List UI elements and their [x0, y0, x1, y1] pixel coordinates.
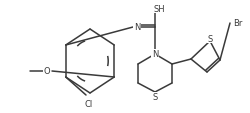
- Text: Cl: Cl: [84, 100, 93, 109]
- Text: S: S: [206, 34, 212, 43]
- Text: S: S: [152, 93, 157, 102]
- Text: O: O: [44, 67, 50, 76]
- Text: N: N: [151, 50, 158, 59]
- Text: N: N: [133, 23, 140, 32]
- Text: Br: Br: [232, 18, 242, 27]
- Text: SH: SH: [152, 4, 164, 13]
